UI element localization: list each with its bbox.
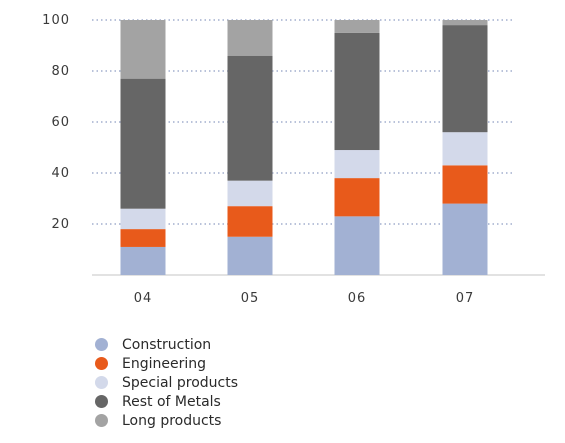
bar-06-engineering bbox=[334, 178, 380, 217]
legend-item-construction: Construction bbox=[95, 335, 238, 354]
bar-07-construction bbox=[442, 203, 488, 275]
bar-05-construction bbox=[227, 236, 273, 275]
legend-label-long-products: Long products bbox=[122, 412, 222, 429]
x-tick-label-07: 07 bbox=[456, 291, 475, 306]
chart-legend: Construction Engineering Special product… bbox=[95, 335, 238, 430]
legend-item-long-products: Long products bbox=[95, 411, 238, 430]
legend-swatch-special-products bbox=[95, 376, 108, 389]
stacked-bar-chart: 20 40 60 80 100 04 05 06 07 bbox=[42, 13, 545, 306]
legend-label-construction: Construction bbox=[122, 336, 212, 353]
legend-item-special-products: Special products bbox=[95, 373, 238, 392]
x-tick-label-04: 04 bbox=[134, 291, 153, 306]
y-tick-label-20: 20 bbox=[51, 217, 70, 232]
legend-item-rest-of-metals: Rest of Metals bbox=[95, 392, 238, 411]
y-tick-label-80: 80 bbox=[51, 64, 70, 79]
legend-swatch-construction bbox=[95, 338, 108, 351]
bar-07-rest-of-metals bbox=[442, 25, 488, 133]
y-tick-label-60: 60 bbox=[51, 115, 70, 130]
legend-swatch-long-products bbox=[95, 414, 108, 427]
bar-05-special-products bbox=[227, 180, 273, 207]
bar-07-long-products bbox=[442, 20, 488, 26]
bar-06-long-products bbox=[334, 20, 380, 33]
legend-label-engineering: Engineering bbox=[122, 355, 206, 372]
bar-07-special-products bbox=[442, 132, 488, 166]
bar-06-construction bbox=[334, 216, 380, 275]
x-tick-label-06: 06 bbox=[348, 291, 367, 306]
x-tick-label-05: 05 bbox=[241, 291, 260, 306]
bar-07-engineering bbox=[442, 165, 488, 204]
bar-05-long-products bbox=[227, 20, 273, 56]
bar-04-engineering bbox=[120, 229, 166, 247]
y-tick-label-40: 40 bbox=[51, 166, 70, 181]
legend-label-special-products: Special products bbox=[122, 374, 239, 391]
bar-04-construction bbox=[120, 246, 166, 275]
legend-swatch-rest-of-metals bbox=[95, 395, 108, 408]
bar-04-special-products bbox=[120, 208, 166, 230]
bar-05-rest-of-metals bbox=[227, 55, 273, 181]
bar-04-long-products bbox=[120, 20, 166, 79]
legend-label-rest-of-metals: Rest of Metals bbox=[122, 393, 221, 410]
bar-05-engineering bbox=[227, 206, 273, 237]
bar-06-rest-of-metals bbox=[334, 32, 380, 151]
y-tick-label-100: 100 bbox=[42, 13, 70, 28]
legend-swatch-engineering bbox=[95, 357, 108, 370]
legend-item-engineering: Engineering bbox=[95, 354, 238, 373]
bar-04-rest-of-metals bbox=[120, 78, 166, 209]
bar-06-special-products bbox=[334, 150, 380, 179]
